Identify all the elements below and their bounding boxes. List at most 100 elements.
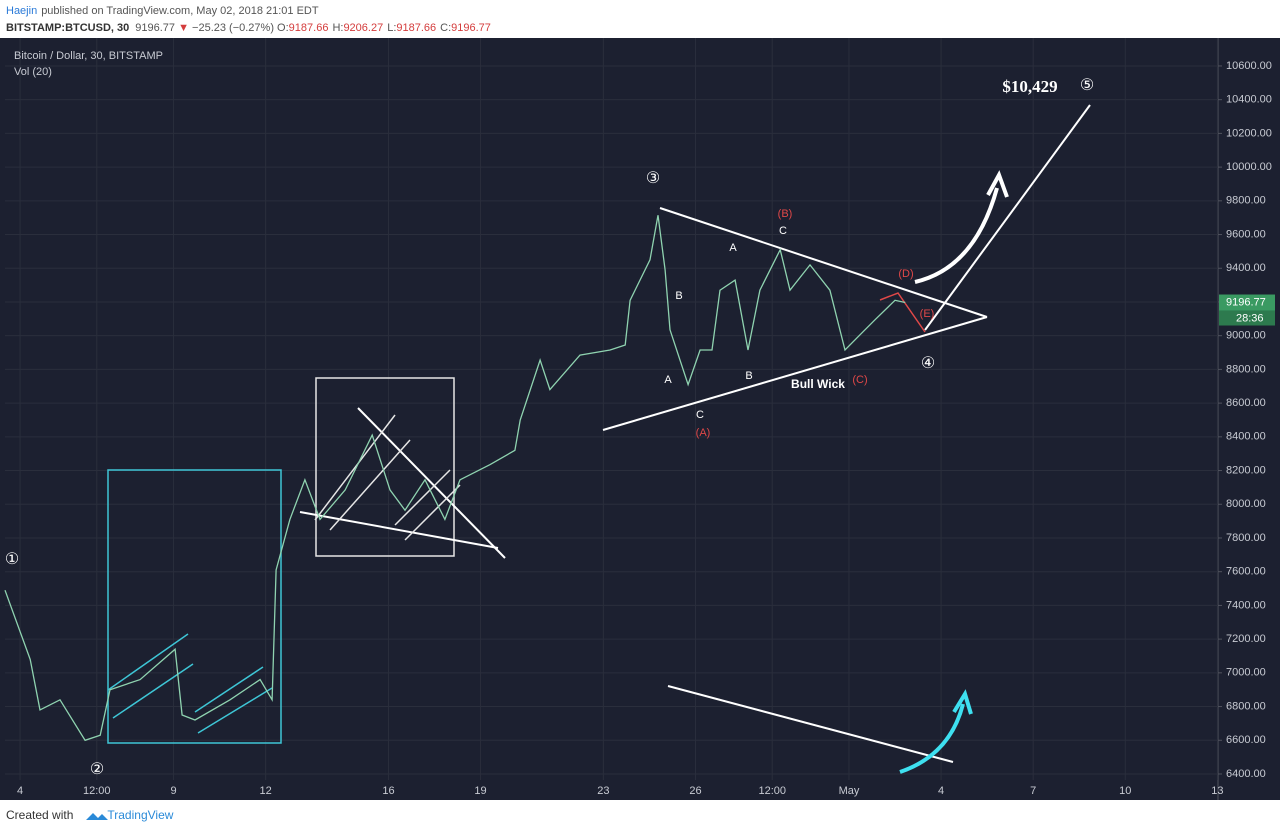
ohlc-value: 9196.77 — [451, 22, 491, 34]
y-tick-label: 8800.00 — [1226, 363, 1266, 375]
price-badge-label: 9196.77 — [1226, 296, 1266, 308]
channel-line — [197, 687, 273, 734]
author[interactable]: Haejin — [6, 5, 38, 17]
annotation: A — [664, 374, 672, 386]
y-tick-label: 9000.00 — [1226, 330, 1266, 342]
direction: ▼ — [178, 22, 189, 34]
y-tick-label: 7600.00 — [1226, 566, 1266, 578]
y-tick-label: 8000.00 — [1226, 498, 1266, 510]
y-tick-label: 6600.00 — [1226, 734, 1266, 746]
price-line — [4, 215, 906, 742]
y-tick-label: 6400.00 — [1226, 768, 1266, 780]
x-tick-label: 12 — [260, 785, 272, 797]
ohlc-label: L: — [387, 22, 397, 34]
annotation: $10,429 — [1002, 77, 1057, 96]
ohlc-label: H: — [332, 22, 344, 34]
wave-line — [879, 292, 926, 333]
annotation: ① — [5, 551, 19, 568]
annotation: A — [729, 242, 737, 254]
x-tick-label: 23 — [597, 785, 609, 797]
ohlc-value: 9206.27 — [343, 22, 384, 34]
published: published on TradingView.com, May 02, 20… — [41, 5, 319, 17]
countdown-badge — [1219, 310, 1275, 326]
x-tick-label: 16 — [382, 785, 394, 797]
box — [315, 377, 455, 557]
ohlc: O:9187.66 H:9206.27 L:9187.66 C:9196.77 — [277, 22, 495, 34]
ohlc-label: O: — [277, 22, 289, 34]
y-tick-label: 7400.00 — [1226, 599, 1266, 611]
ohlc-value: 9187.66 — [396, 22, 437, 34]
channel-line — [404, 484, 461, 541]
box — [107, 469, 282, 744]
x-tick-label: 26 — [689, 785, 701, 797]
price-axis — [1218, 38, 1280, 800]
channel-line — [329, 439, 411, 531]
change: −25.23 (−0.27%) — [192, 22, 274, 34]
chart: 6400.00 6600.00 6800.00 7000.00 7200.00 7400.… — [0, 38, 1280, 800]
annotation: C — [696, 409, 704, 421]
y-tick-label: 7800.00 — [1226, 532, 1266, 544]
annotation: ③ — [646, 170, 660, 187]
annotation: B — [675, 290, 682, 302]
y-tick-label: 10000.00 — [1226, 161, 1272, 173]
y-tick-label: 10600.00 — [1226, 60, 1272, 72]
x-tick-label: 9 — [170, 785, 176, 797]
x-tick-label: 12:00 — [758, 785, 786, 797]
y-tick-label: 9600.00 — [1226, 228, 1266, 240]
created: Created with — [6, 808, 74, 822]
annotation: (B) — [778, 208, 793, 220]
arrow — [899, 703, 965, 774]
y-tick-label: 6800.00 — [1226, 700, 1266, 712]
x-tick-label: 4 — [938, 785, 944, 797]
annotation: (A) — [696, 427, 711, 439]
trend-line — [299, 511, 499, 549]
annotation: (C) — [852, 374, 867, 386]
symbol: BITSTAMP:BTCUSD, 30 — [6, 22, 130, 34]
y-tick-label: 10400.00 — [1226, 94, 1272, 106]
arrow — [914, 187, 999, 284]
footer: Created with TradingView — [6, 808, 173, 822]
arrow-head — [986, 170, 1009, 198]
x-tick-label: May — [839, 785, 860, 797]
channel-line — [107, 633, 189, 691]
brand[interactable]: TradingView — [107, 808, 174, 822]
trend-line — [357, 407, 506, 559]
trend-line — [659, 207, 988, 318]
y-tick-label: 7000.00 — [1226, 667, 1266, 679]
trend-line — [667, 685, 954, 763]
annotation: B — [745, 370, 752, 382]
x-tick-label: 10 — [1119, 785, 1131, 797]
annotation: ② — [90, 761, 104, 778]
arrow-head — [952, 689, 973, 715]
annotation: C — [779, 225, 787, 237]
ohlc-value: 9187.66 — [288, 22, 329, 34]
x-tick-label: 13 — [1211, 785, 1223, 797]
trend-line — [602, 316, 988, 431]
y-tick-label: 8600.00 — [1226, 397, 1266, 409]
ohlc-label: C: — [440, 22, 452, 34]
countdown-label: 28:36 — [1236, 312, 1264, 324]
annotation: Bull Wick — [791, 377, 845, 391]
y-tick-label: 8200.00 — [1226, 464, 1266, 476]
x-tick-label: 4 — [17, 785, 23, 797]
y-tick-label: 7200.00 — [1226, 633, 1266, 645]
price-badge — [1219, 294, 1275, 311]
drawings — [107, 104, 1091, 774]
channel-line — [394, 469, 451, 526]
trend-line — [924, 104, 1091, 331]
header: Haejin published on TradingView.com, May … — [6, 3, 495, 37]
logo — [86, 813, 108, 820]
chart-subtitle: Vol (20) — [14, 66, 52, 78]
x-tick-label: 19 — [474, 785, 486, 797]
annotation: ④ — [921, 355, 935, 372]
annotation: ⑤ — [1080, 77, 1094, 94]
price: 9196.77 — [135, 22, 176, 34]
annotation: (D) — [898, 268, 913, 280]
chart-title: Bitcoin / Dollar, 30, BITSTAMP — [14, 50, 163, 62]
y-tick-label: 9400.00 — [1226, 262, 1266, 274]
channel-line — [194, 666, 264, 713]
header-line: Haejin published on TradingView.com, May … — [6, 3, 495, 20]
x-tick-label: 12:00 — [83, 785, 111, 797]
channel-line — [112, 663, 194, 719]
